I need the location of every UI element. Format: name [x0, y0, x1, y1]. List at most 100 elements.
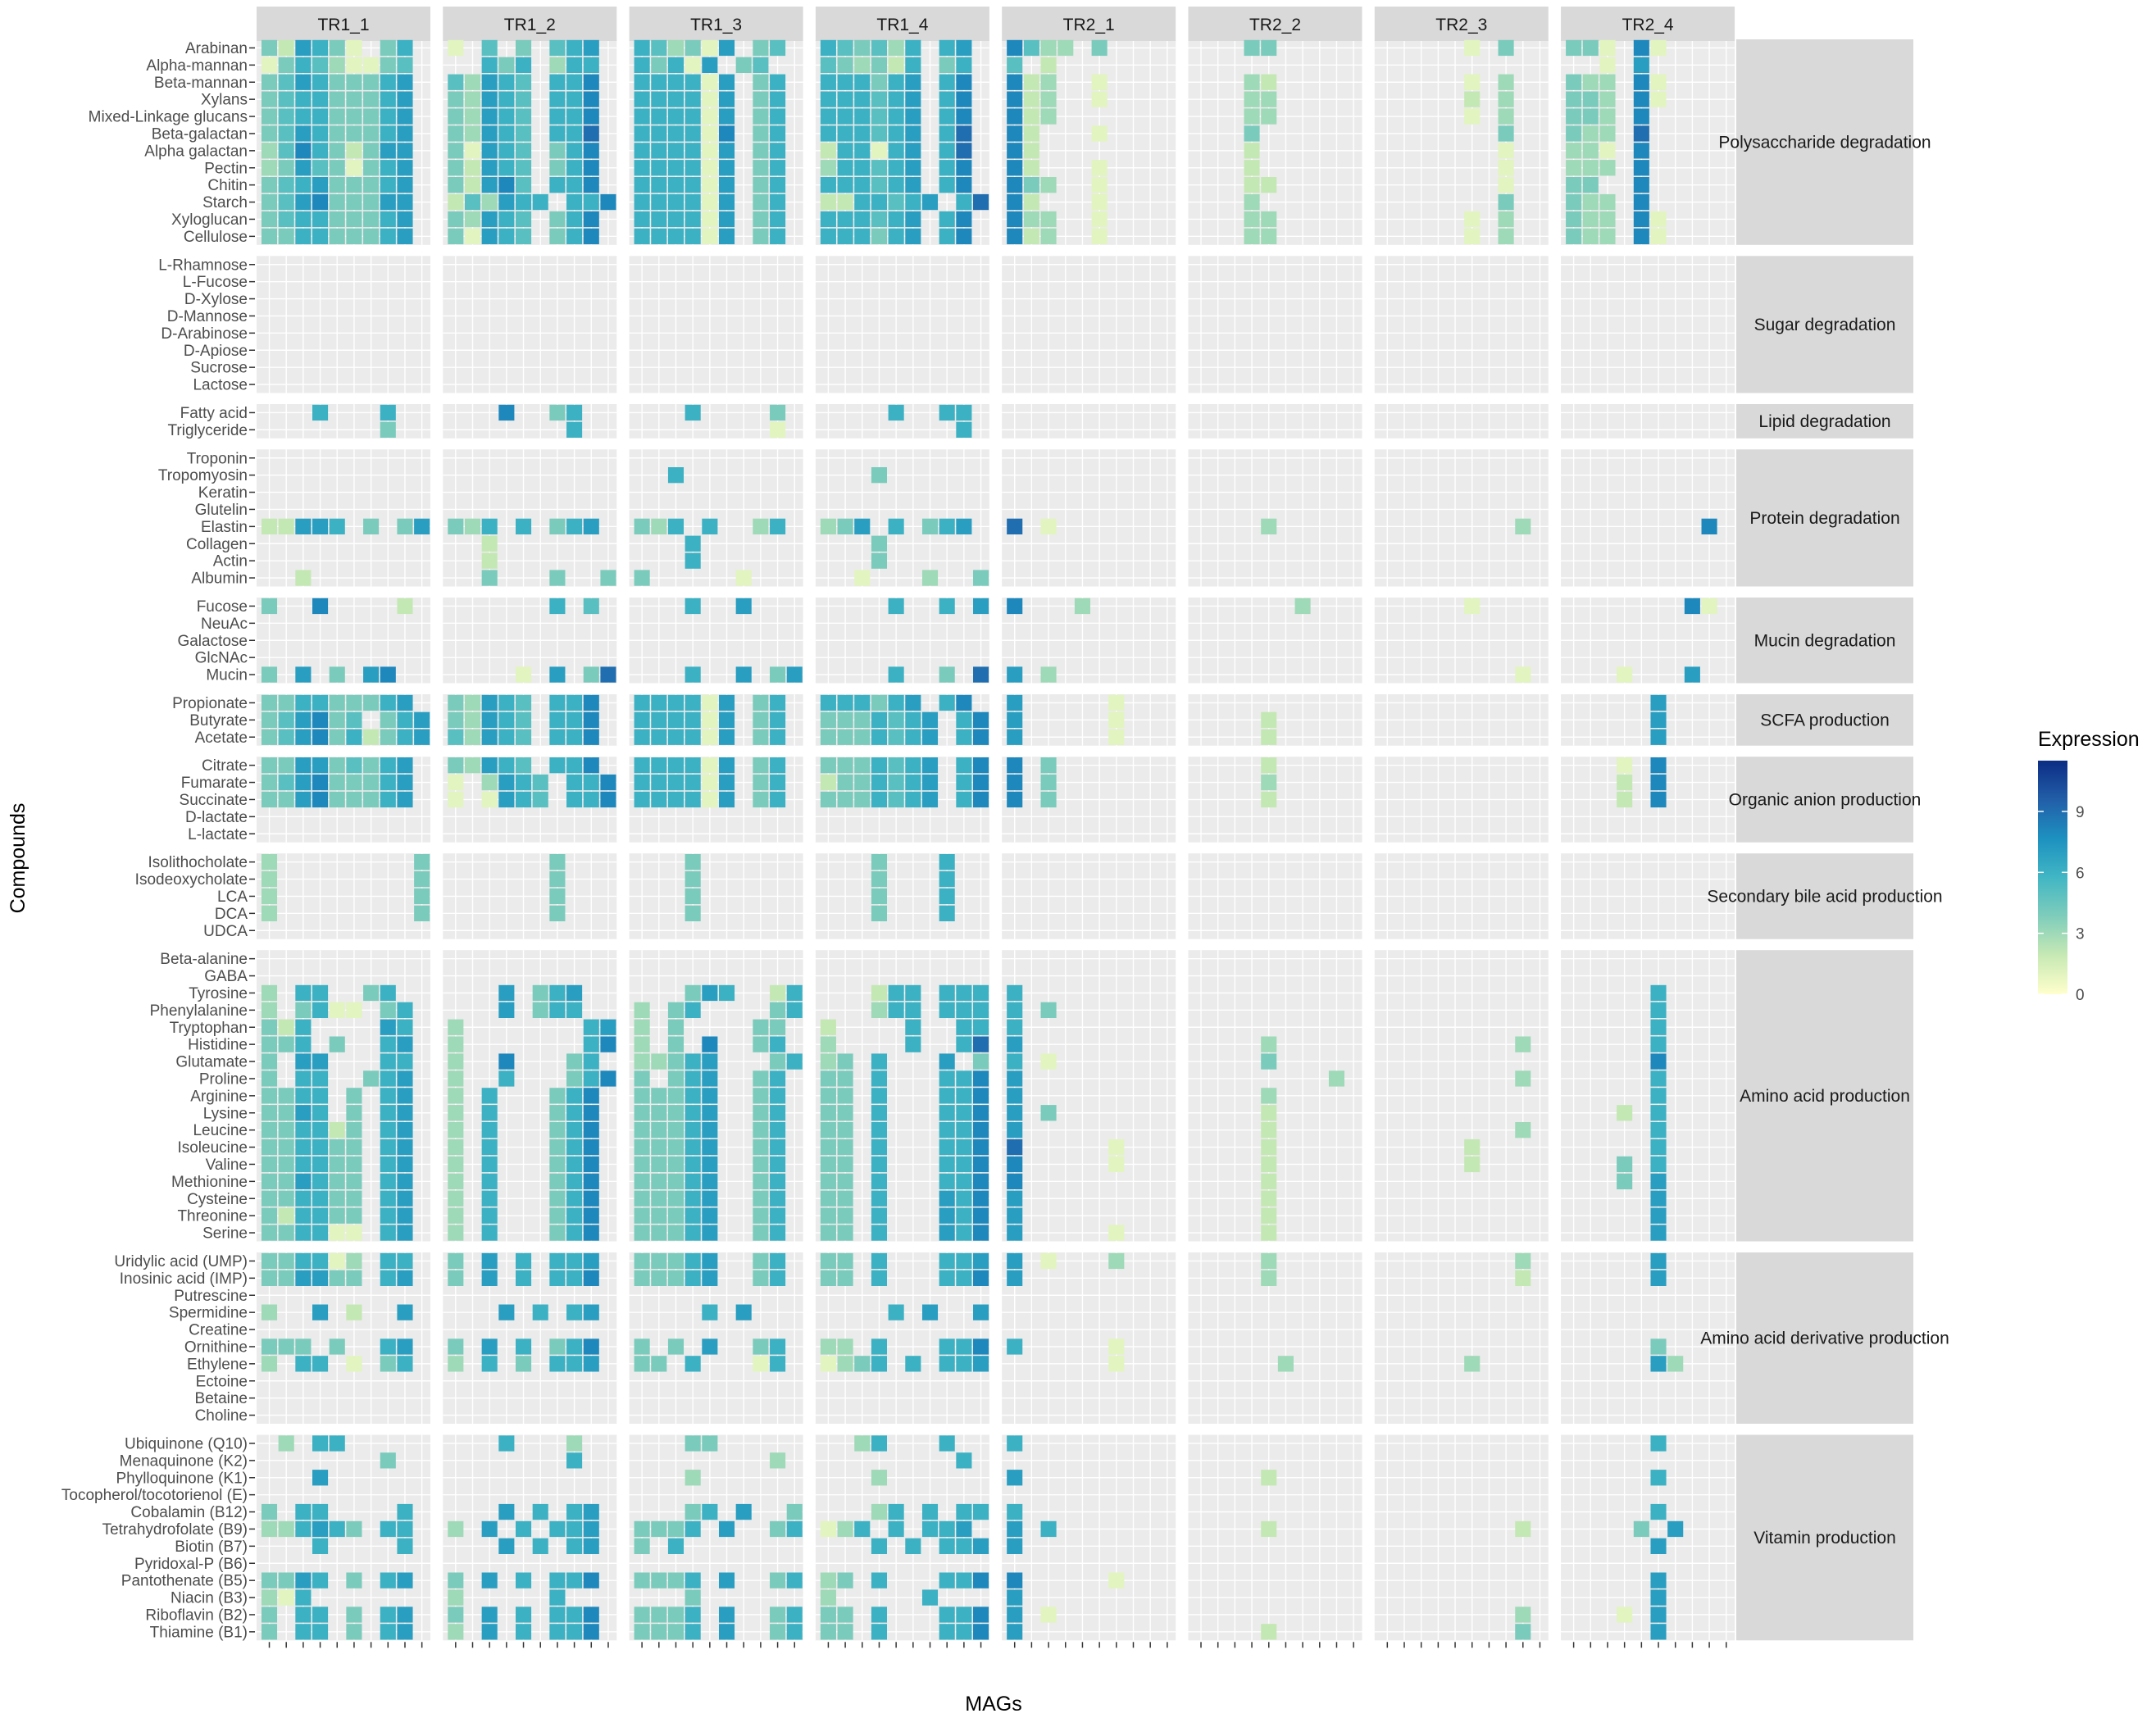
cell-starch-tr1-2-mag10 [600, 193, 616, 211]
cell-pectin-tr1-4-mag1 [820, 160, 836, 176]
cell-beta-galactan-tr1-1-mag1 [261, 125, 278, 142]
cell-tetrahydrofolate-b9-tr1-4-mag5 [888, 1520, 904, 1538]
cell-pectin-tr1-4-mag5 [888, 160, 904, 176]
facet-strip-tr2-3 [1374, 7, 1549, 41]
cell-pectin-tr1-3-mag2 [651, 160, 667, 176]
cell-leucine-tr1-3-mag8 [753, 1122, 769, 1139]
cell-inosinic-acid-imp-tr1-3-mag8 [753, 1270, 769, 1286]
cell-lca-tr1-2-mag7 [549, 888, 566, 905]
cell-ethylene-tr1-1-mag6 [346, 1356, 362, 1372]
cell-cobalamin-b12-tr1-3-mag7 [735, 1503, 752, 1520]
cell-citrate-tr1-4-mag1 [820, 757, 836, 774]
cell-alpha-galactan-tr1-3-mag3 [667, 143, 685, 159]
cell-acetate-tr1-1-mag7 [363, 729, 380, 745]
cell-citrate-tr1-1-mag9 [397, 757, 413, 774]
cell-collagen-tr1-3-mag4 [685, 535, 701, 552]
cell-arginine-tr1-2-mag9 [583, 1088, 599, 1104]
cell-fumarate-tr1-2-mag8 [566, 774, 583, 791]
cell-beta-galactan-tr2-1-mag6 [1091, 125, 1108, 142]
compound-label: L-Fucose [183, 274, 248, 291]
cell-phenylalanine-tr2-1-mag1 [1007, 1002, 1023, 1018]
cell-cellulose-tr1-4-mag8 [939, 228, 955, 244]
cell-pectin-tr1-2-mag1 [448, 160, 464, 176]
cell-acetate-tr1-1-mag8 [380, 729, 396, 745]
panel-tr2-4-protein-degradation [1561, 449, 1735, 587]
cell-riboflavin-b2-tr1-3-mag3 [667, 1607, 685, 1623]
cell-cellulose-tr1-3-mag5 [702, 228, 718, 244]
cell-elastin-tr1-1-mag2 [278, 518, 294, 534]
cell-tryptophan-tr1-1-mag2 [278, 1019, 294, 1035]
cell-uridylic-acid-ump-tr1-2-mag7 [549, 1252, 566, 1270]
cell-thiamine-b1-tr1-2-mag8 [566, 1624, 583, 1640]
cell-starch-tr2-4-mag5 [1633, 193, 1649, 211]
cell-chitin-tr1-3-mag3 [667, 177, 685, 193]
legend-title: Expression [2038, 728, 2140, 751]
cell-cellulose-tr1-3-mag8 [753, 228, 769, 244]
compound-label: Spermidine [169, 1305, 248, 1322]
cell-fucose-tr1-1-mag1 [261, 598, 278, 615]
cell-pectin-tr1-3-mag6 [718, 160, 735, 176]
cell-threonine-tr1-2-mag9 [583, 1207, 599, 1224]
cell-biotin-b7-tr1-3-mag3 [667, 1538, 685, 1554]
cell-histidine-tr2-1-mag1 [1007, 1036, 1023, 1052]
cell-methionine-tr1-4-mag2 [837, 1173, 853, 1189]
cell-serine-tr1-3-mag4 [685, 1225, 701, 1241]
compound-label: Glutelin [195, 502, 248, 519]
cell-serine-tr1-1-mag2 [278, 1225, 294, 1241]
cell-pectin-tr1-4-mag9 [956, 160, 972, 176]
cell-butyrate-tr1-3-mag8 [753, 711, 769, 728]
cell-fumarate-tr1-4-mag3 [854, 774, 871, 791]
cell-propionate-tr1-4-mag9 [956, 694, 972, 711]
cell-chitin-tr2-3-mag8 [1498, 177, 1514, 193]
cell-proline-tr1-1-mag4 [312, 1070, 329, 1087]
cell-chitin-tr1-2-mag5 [516, 177, 532, 193]
cell-starch-tr1-1-mag3 [295, 193, 312, 211]
cell-tyrosine-tr1-3-mag9 [770, 984, 786, 1002]
compound-label: NeuAc [201, 616, 248, 633]
cell-ethylene-tr2-1-mag7 [1108, 1356, 1125, 1372]
cell-beta-galactan-tr1-3-mag8 [753, 125, 769, 142]
compound-label: Cellulose [184, 229, 248, 246]
cell-arabinan-tr1-4-mag4 [871, 39, 888, 57]
cell-beta-galactan-tr2-4-mag2 [1582, 125, 1599, 142]
cell-arabinan-tr2-3-mag8 [1498, 39, 1514, 57]
cell-arabinan-tr1-1-mag8 [380, 39, 396, 57]
cell-valine-tr1-1-mag6 [346, 1156, 362, 1173]
cell-xyloglucan-tr2-4-mag5 [1633, 211, 1649, 228]
cell-xyloglucan-tr1-4-mag1 [820, 211, 836, 228]
cell-xyloglucan-tr1-3-mag9 [770, 211, 786, 228]
cell-citrate-tr2-4-mag4 [1617, 757, 1633, 774]
compound-label: Fatty acid [180, 405, 248, 422]
cell-proline-tr1-2-mag9 [583, 1070, 599, 1087]
cell-elastin-tr1-4-mag1 [820, 518, 836, 534]
cell-proline-tr1-2-mag1 [448, 1070, 464, 1087]
cell-niacin-b3-tr1-2-mag7 [549, 1589, 566, 1606]
cell-ornithine-tr1-1-mag5 [329, 1338, 345, 1355]
cell-alpha-mannan-tr1-2-mag7 [549, 57, 566, 73]
cell-xyloglucan-tr2-2-mag4 [1244, 211, 1260, 228]
panel-tr1-2-lipid-degradation [443, 404, 617, 439]
cell-acetate-tr1-2-mag8 [566, 729, 583, 745]
cell-alpha-mannan-tr1-3-mag4 [685, 57, 701, 73]
cell-propionate-tr1-1-mag6 [346, 694, 362, 711]
cell-histidine-tr1-1-mag2 [278, 1036, 294, 1052]
group-strip-mucin-degradation [1736, 598, 1913, 684]
cell-butyrate-tr1-4-mag5 [888, 711, 904, 728]
cell-pantothenate-b5-tr1-3-mag6 [718, 1572, 735, 1588]
cell-fatty-acid-tr1-4-mag5 [888, 404, 904, 421]
cell-leucine-tr1-2-mag1 [448, 1122, 464, 1139]
cell-valine-tr1-3-mag1 [634, 1156, 650, 1173]
cell-cellulose-tr1-3-mag4 [685, 228, 701, 244]
cell-mucin-tr1-1-mag3 [295, 666, 312, 683]
cell-mucin-tr1-2-mag7 [549, 666, 566, 683]
cell-butyrate-tr1-4-mag7 [921, 711, 939, 728]
cell-arabinan-tr1-2-mag5 [516, 39, 532, 57]
cell-xyloglucan-tr1-4-mag8 [939, 211, 955, 228]
cell-arabinan-tr2-3-mag6 [1464, 39, 1481, 57]
cell-mixed-linkage-glucans-tr2-3-mag6 [1464, 108, 1481, 125]
cell-elastin-tr1-1-mag3 [295, 518, 312, 534]
cell-lysine-tr1-4-mag8 [939, 1105, 955, 1121]
cell-cobalamin-b12-tr1-4-mag4 [871, 1503, 888, 1520]
cell-beta-galactan-tr1-4-mag4 [871, 125, 888, 142]
compound-label: Acetate [195, 729, 248, 747]
